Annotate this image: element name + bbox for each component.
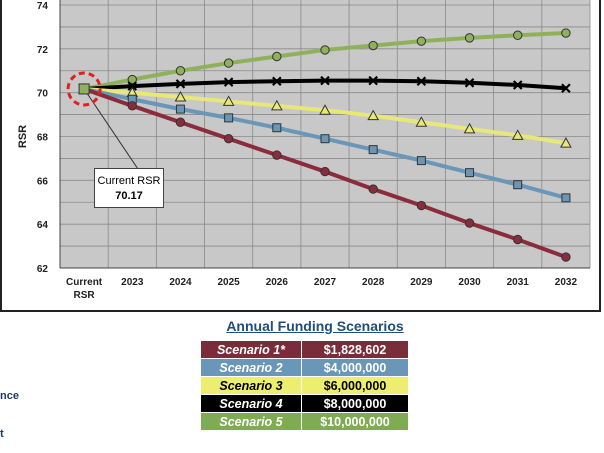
x-tick-label: 2024	[169, 277, 192, 288]
scenario-amount: $1,828,602	[301, 340, 409, 359]
callout-label: Current RSR	[97, 175, 161, 187]
series-3-point	[270, 99, 283, 111]
series-2-point	[561, 83, 571, 94]
scenario-name: Scenario 2	[200, 358, 302, 377]
series-2-point	[320, 75, 330, 86]
series-4-point	[561, 193, 571, 203]
series-3-point	[511, 129, 524, 140]
funding-scenarios-table: Scenario 1* $1,828,602 Scenario 2 $4,000,00…	[200, 340, 409, 431]
x-tick-label: 2026	[266, 277, 289, 288]
series-1-point	[127, 74, 137, 85]
cut-off-text-1: nce	[0, 390, 19, 402]
series-4-point	[368, 145, 378, 155]
series-5-point	[272, 150, 282, 160]
scenario-amount: $8,000,000	[301, 394, 409, 413]
series-4-point	[320, 134, 330, 144]
current-rsr-marker	[78, 83, 90, 95]
scenario-row: Scenario 2 $4,000,000	[200, 358, 409, 377]
y-axis-label: RSR	[17, 125, 29, 148]
cut-off-text-2: t	[0, 428, 4, 440]
series-2-point	[368, 75, 378, 86]
series-4-point	[224, 113, 234, 123]
series-5-point	[368, 184, 378, 194]
series-3-point	[174, 91, 187, 102]
scenario-name: Scenario 5	[200, 412, 302, 431]
series-2-point	[127, 81, 138, 91]
series-5-point	[127, 101, 137, 111]
x-tick-label: 2028	[362, 277, 385, 288]
series-3-point	[560, 137, 572, 148]
series-5-point	[561, 252, 571, 262]
scenario-row: Scenario 4 $8,000,000	[200, 394, 409, 413]
x-tick-label: 2030	[458, 277, 481, 288]
x-tick-label: 2032	[555, 277, 578, 288]
series-1-point	[464, 33, 475, 43]
series-3-point	[415, 116, 428, 127]
current-rsr-callout: Current RSR 70.17	[94, 168, 164, 208]
series-5-point	[416, 200, 427, 211]
chart-frame	[0, 0, 601, 312]
series-1-point	[368, 40, 378, 51]
y-tick-label: 68	[37, 133, 49, 144]
series-2-point	[416, 76, 427, 87]
scenario-row: Scenario 5 $10,000,000	[200, 412, 409, 431]
series-2-point	[512, 80, 523, 90]
x-tick-label: RSR	[74, 290, 96, 301]
y-tick-label: 64	[37, 220, 49, 231]
series-2-point	[175, 79, 186, 89]
series-1-point	[416, 36, 427, 46]
table-title: Annual Funding Scenarios	[226, 318, 404, 334]
scenario-name: Scenario 4	[200, 394, 302, 413]
series-2-point	[272, 76, 282, 87]
x-tick-label: 2031	[507, 277, 530, 288]
series-3-point	[463, 122, 476, 134]
series-3-point	[319, 104, 331, 115]
x-tick-label: Current	[66, 277, 103, 288]
scenario-row: Scenario 3 $6,000,000	[200, 376, 409, 395]
series-1-point	[320, 45, 330, 55]
series-2-point	[223, 77, 234, 87]
scenario-row: Scenario 1* $1,828,602	[200, 340, 409, 359]
series-3-point	[367, 109, 380, 121]
series-4-point	[416, 156, 426, 166]
y-tick-label: 66	[37, 176, 49, 187]
y-tick-label: 70	[37, 89, 49, 100]
y-tick-label: 72	[37, 45, 49, 56]
series-4-point	[465, 168, 475, 178]
x-tick-label: 2027	[314, 277, 337, 288]
rsr-line-chart: 62 64 66 68 70 72 74 RSR Current RSR 2023 2024 2025 2…	[17, 0, 591, 301]
scenario-amount: $10,000,000	[301, 412, 409, 431]
series-3-point	[222, 95, 235, 106]
x-tick-label: 2023	[121, 277, 144, 288]
series-5-point	[464, 218, 475, 228]
series-4-point	[175, 104, 185, 114]
scenario-amount: $4,000,000	[301, 358, 409, 377]
series-5-point	[175, 117, 186, 127]
series-4-point	[513, 180, 523, 190]
y-tick-label: 62	[37, 264, 49, 275]
series-5-point	[223, 133, 234, 144]
callout-value: 70.17	[115, 190, 143, 202]
scenario-name: Scenario 1*	[200, 340, 302, 359]
x-tick-label: 2025	[218, 277, 241, 288]
scenario-name: Scenario 3	[200, 376, 302, 395]
series-5-point	[513, 234, 523, 245]
series-1-point	[272, 51, 282, 62]
series-1-point	[561, 28, 571, 38]
series-1-point	[513, 30, 523, 40]
x-tick-label: 2029	[410, 277, 433, 288]
scenario-amount: $6,000,000	[301, 376, 409, 395]
series-1-point	[223, 58, 234, 68]
y-tick-label: 74	[37, 1, 49, 12]
series-2-point	[464, 78, 475, 88]
series-5-point	[320, 166, 330, 177]
series-1-point	[175, 66, 186, 76]
series-4-point	[272, 123, 282, 133]
current-rsr-highlight	[66, 71, 102, 107]
